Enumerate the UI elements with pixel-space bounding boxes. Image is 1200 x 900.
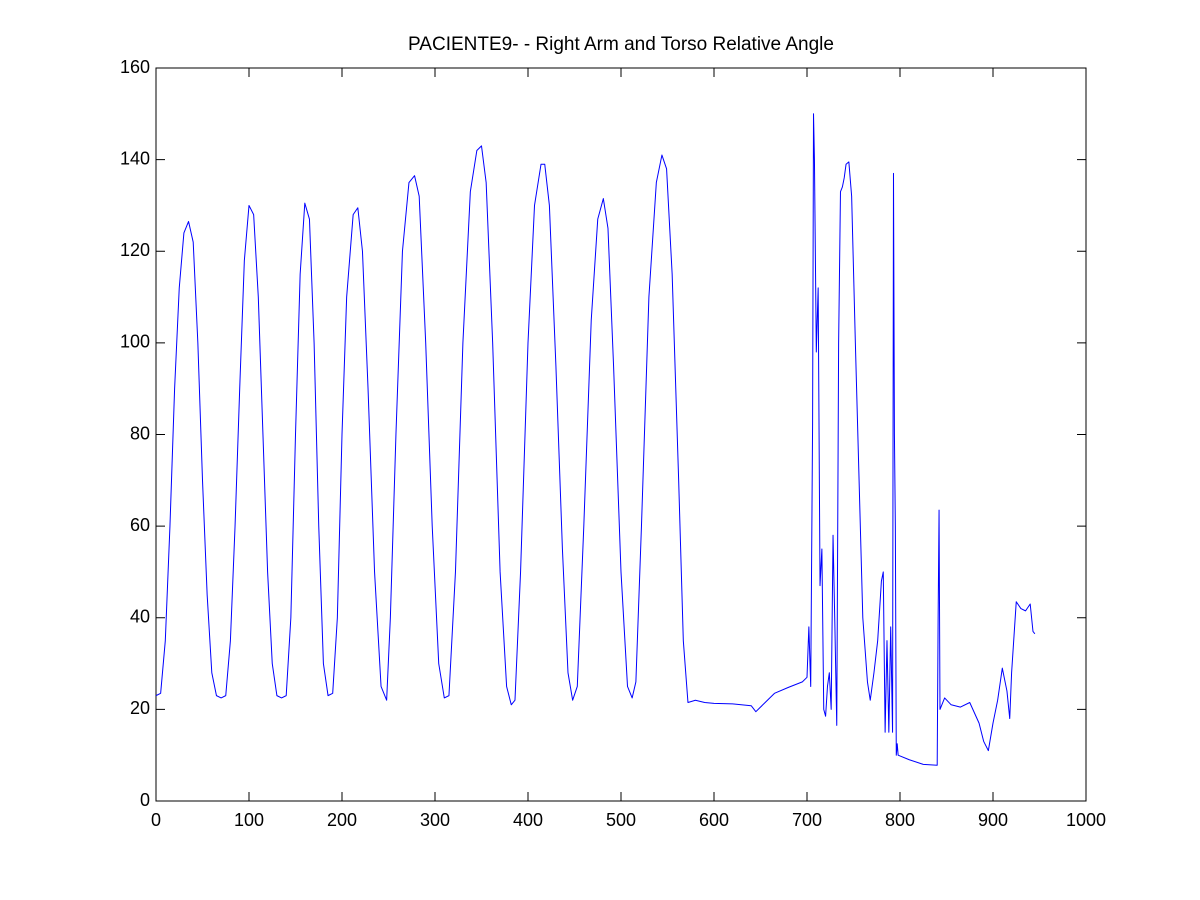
x-tick-label: 800 <box>885 810 915 830</box>
y-tick-label: 60 <box>130 515 150 535</box>
x-tick-label: 500 <box>606 810 636 830</box>
x-tick-label: 1000 <box>1066 810 1106 830</box>
y-tick-label: 80 <box>130 423 150 443</box>
y-tick-label: 120 <box>120 240 150 260</box>
x-tick-label: 400 <box>513 810 543 830</box>
y-tick-label: 20 <box>130 698 150 718</box>
x-tick-label: 600 <box>699 810 729 830</box>
y-tick-label: 0 <box>140 790 150 810</box>
y-tick-label: 160 <box>120 57 150 77</box>
x-tick-label: 100 <box>234 810 264 830</box>
data-line <box>155 113 1036 766</box>
axes-box <box>155 67 1087 802</box>
chart-title: PACIENTE9- - Right Arm and Torso Relativ… <box>408 34 834 55</box>
x-tick-label: 0 <box>151 810 161 830</box>
y-tick-label: 140 <box>120 148 150 168</box>
y-tick-label: 40 <box>130 607 150 627</box>
x-tick-label: 900 <box>978 810 1008 830</box>
y-tick-label: 100 <box>120 332 150 352</box>
x-tick-label: 200 <box>327 810 357 830</box>
x-tick-label: 700 <box>792 810 822 830</box>
x-tick-label: 300 <box>420 810 450 830</box>
